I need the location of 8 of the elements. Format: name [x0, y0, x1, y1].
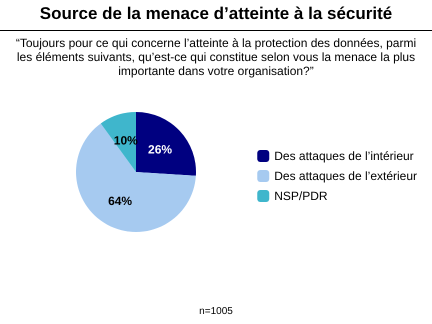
data-label: 64% [108, 194, 132, 208]
chart-subtitle: “Toujours pour ce qui concerne l’atteinte à la protection des données, parmi les éléments suivants, qu’est-ce qui constitue selon vous la menace la plus importante dans votre organisation?” [14, 36, 418, 78]
data-label: 26% [148, 142, 172, 156]
chart-title: Source de la menace d’atteinte à la sécurité [0, 4, 432, 31]
legend-label: Des attaques de l’intérieur [274, 149, 414, 163]
text: n=1005 [198, 306, 234, 317]
legend-label: NSP/PDR [274, 189, 328, 203]
legend-label: Des attaques de l’extérieur [274, 169, 418, 183]
